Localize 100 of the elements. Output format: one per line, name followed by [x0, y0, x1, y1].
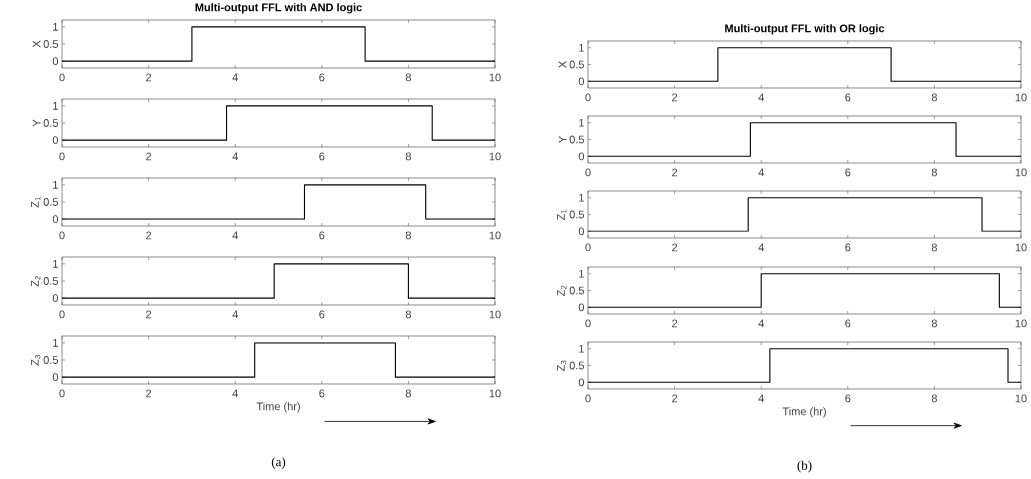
x-tick-label: 0 — [585, 168, 591, 177]
text: (b) — [797, 460, 812, 473]
y-tick-label: 0.5 — [569, 135, 584, 144]
y-tick-label: 0 — [52, 57, 59, 66]
y-tick-label: 0.5 — [43, 277, 59, 285]
y-tick-label: 1 — [53, 260, 58, 268]
x-tick-label: 2 — [672, 319, 678, 328]
x-tick-label: 2 — [672, 394, 678, 403]
x-tick-label: 8 — [931, 168, 937, 177]
x-tick-label: 4 — [232, 231, 238, 240]
x-tick-label: 8 — [405, 231, 411, 240]
y-tick-label: 1 — [53, 102, 58, 110]
y-tick-label: 0.5 — [569, 286, 584, 295]
y-axis-title: Z$_{1}$ — [557, 209, 567, 220]
x-tick-label: 10 — [1015, 319, 1027, 328]
x-axis-title: Time (hr) — [782, 407, 826, 418]
chart-title: Multi-output FFL with AND logic — [195, 3, 362, 14]
x-tick-label: 0 — [59, 231, 65, 240]
text: (a) — [271, 457, 286, 469]
chart-title: Multi-output FFL with OR logic — [725, 24, 885, 35]
x-tick-label: 10 — [489, 389, 501, 398]
y-axis-title: Z$_{2}$ — [557, 285, 567, 296]
y-axis-title: X — [558, 61, 567, 68]
y-tick-label: 0.5 — [43, 119, 59, 127]
x-tick-label: 6 — [845, 319, 851, 328]
x-tick-label: 4 — [232, 310, 238, 319]
y-tick-label: 0.5 — [569, 361, 584, 370]
x-tick-label: 8 — [405, 310, 411, 319]
x-tick-label: 4 — [232, 152, 238, 161]
x-axis-title: Time (hr) — [256, 402, 300, 413]
x-tick-label: 0 — [585, 319, 591, 328]
y-tick-label: 0 — [578, 378, 585, 387]
x-tick-label: 8 — [931, 319, 937, 328]
y-axis-title: Z$_{3}$ — [557, 360, 567, 371]
y-tick-label: 1 — [579, 43, 584, 52]
x-tick-label: 4 — [232, 389, 238, 398]
x-tick-label: 6 — [845, 394, 851, 403]
x-tick-label: 6 — [319, 73, 325, 82]
y-tick-label: 1 — [579, 118, 584, 127]
x-tick-label: 4 — [758, 243, 764, 252]
y-axis-title: X — [32, 40, 41, 48]
x-tick-label: 10 — [1015, 243, 1027, 252]
y-axis-title: Y — [32, 119, 41, 127]
x-tick-label: 2 — [146, 310, 152, 319]
x-tick-label: 6 — [319, 310, 325, 319]
y-tick-label: 1 — [53, 23, 58, 31]
x-tick-label: 6 — [319, 389, 325, 398]
x-tick-label: 0 — [585, 93, 591, 102]
x-tick-label: 2 — [146, 231, 152, 240]
y-tick-label: 0.5 — [43, 40, 59, 48]
y-tick-label: 1 — [53, 181, 58, 189]
x-tick-label: 8 — [931, 93, 937, 102]
x-tick-label: 8 — [931, 243, 937, 252]
y-tick-label: 1 — [579, 269, 584, 278]
x-tick-label: 0 — [59, 73, 65, 82]
y-axis-title: Z$_{3}$ — [31, 355, 41, 366]
x-tick-label: 10 — [489, 73, 501, 82]
x-tick-label: 10 — [489, 231, 501, 240]
x-tick-label: 4 — [232, 73, 238, 82]
x-tick-label: 6 — [845, 243, 851, 252]
y-tick-label: 0 — [52, 136, 59, 145]
x-tick-label: 0 — [59, 152, 65, 161]
y-tick-label: 0.5 — [569, 60, 584, 69]
x-tick-label: 2 — [146, 73, 152, 82]
y-axis-title: Z$_{2}$ — [31, 276, 41, 287]
y-tick-label: 0.5 — [569, 210, 584, 219]
y-tick-label: 0.5 — [43, 198, 59, 206]
x-tick-label: 10 — [1015, 168, 1027, 177]
x-tick-label: 8 — [405, 152, 411, 161]
y-axis-title: Y — [558, 136, 567, 143]
x-tick-label: 8 — [405, 73, 411, 82]
x-tick-label: 8 — [405, 389, 411, 398]
y-tick-label: 0.5 — [43, 356, 59, 364]
x-tick-label: 2 — [146, 389, 152, 398]
x-tick-label: 4 — [758, 319, 764, 328]
y-axis-title: Z$_{1}$ — [31, 197, 41, 208]
x-tick-label: 0 — [585, 243, 591, 252]
y-tick-label: 1 — [53, 339, 58, 347]
y-tick-label: 0 — [52, 373, 59, 382]
y-tick-label: 0 — [52, 215, 59, 224]
y-tick-label: 0 — [52, 294, 59, 303]
x-tick-label: 10 — [1015, 394, 1027, 403]
x-tick-label: 0 — [585, 394, 591, 403]
y-tick-label: 1 — [579, 193, 584, 202]
x-tick-label: 4 — [758, 394, 764, 403]
y-tick-label: 0 — [578, 303, 585, 312]
x-tick-label: 2 — [146, 152, 152, 161]
x-tick-label: 2 — [672, 243, 678, 252]
x-tick-label: 2 — [672, 168, 678, 177]
x-tick-label: 2 — [672, 93, 678, 102]
y-tick-label: 1 — [579, 344, 584, 353]
x-tick-label: 10 — [489, 152, 501, 161]
x-tick-label: 10 — [1015, 93, 1027, 102]
x-tick-label: 6 — [319, 152, 325, 161]
x-tick-label: 8 — [931, 394, 937, 403]
x-tick-label: 0 — [59, 389, 65, 398]
x-tick-label: 6 — [845, 93, 851, 102]
x-tick-label: 6 — [319, 231, 325, 240]
x-tick-label: 10 — [489, 310, 501, 319]
x-tick-label: 0 — [59, 310, 65, 319]
